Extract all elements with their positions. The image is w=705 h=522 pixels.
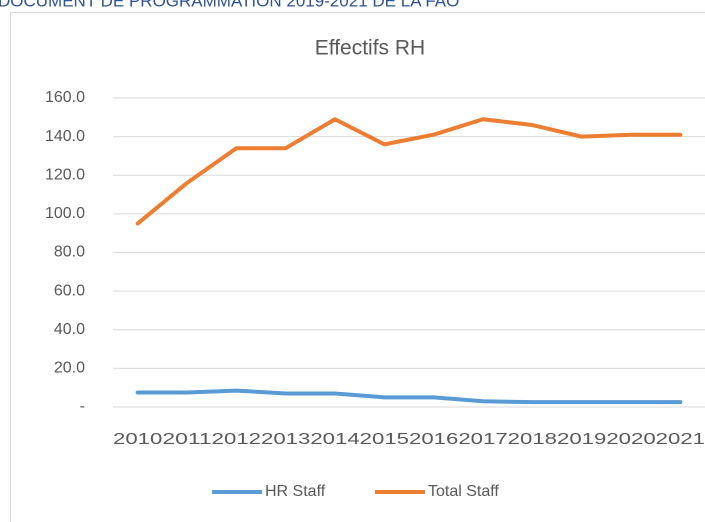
x-tick-label: 2013 bbox=[261, 431, 310, 448]
x-tick-label: 2012 bbox=[212, 431, 261, 448]
y-tick-label: 140.0 bbox=[45, 128, 85, 145]
chart-title: Effectifs RH bbox=[315, 37, 425, 60]
x-tick-label: 2021 bbox=[656, 431, 705, 448]
x-tick-label: 2019 bbox=[557, 431, 606, 448]
y-tick-label: 20.0 bbox=[54, 360, 85, 377]
x-tick-label: 2017 bbox=[458, 431, 507, 448]
x-tick-label: 2011 bbox=[162, 431, 211, 448]
page-header: DOCUMENT DE PROGRAMMATION 2019-2021 DE L… bbox=[0, 0, 459, 10]
y-tick-label: 40.0 bbox=[54, 321, 85, 338]
x-tick-label: 2010 bbox=[113, 431, 162, 448]
x-tick-label: 2016 bbox=[409, 431, 458, 448]
y-tick-label: 120.0 bbox=[45, 166, 85, 183]
x-tick-label: 2014 bbox=[310, 431, 359, 448]
y-tick-label: - bbox=[80, 398, 85, 415]
y-tick-label: 80.0 bbox=[54, 244, 85, 261]
x-tick-label: 2015 bbox=[360, 431, 409, 448]
legend-label: Total Staff bbox=[428, 483, 499, 500]
y-tick-label: 60.0 bbox=[54, 282, 85, 299]
x-tick-label: 2020 bbox=[606, 431, 655, 448]
y-tick-label: 100.0 bbox=[45, 205, 85, 222]
y-tick-label: 160.0 bbox=[45, 89, 85, 106]
data-line bbox=[135, 117, 683, 226]
chart-frame bbox=[10, 12, 705, 522]
legend-label: HR Staff bbox=[265, 483, 326, 500]
data-line bbox=[135, 388, 683, 405]
x-tick-label: 2018 bbox=[508, 431, 557, 448]
